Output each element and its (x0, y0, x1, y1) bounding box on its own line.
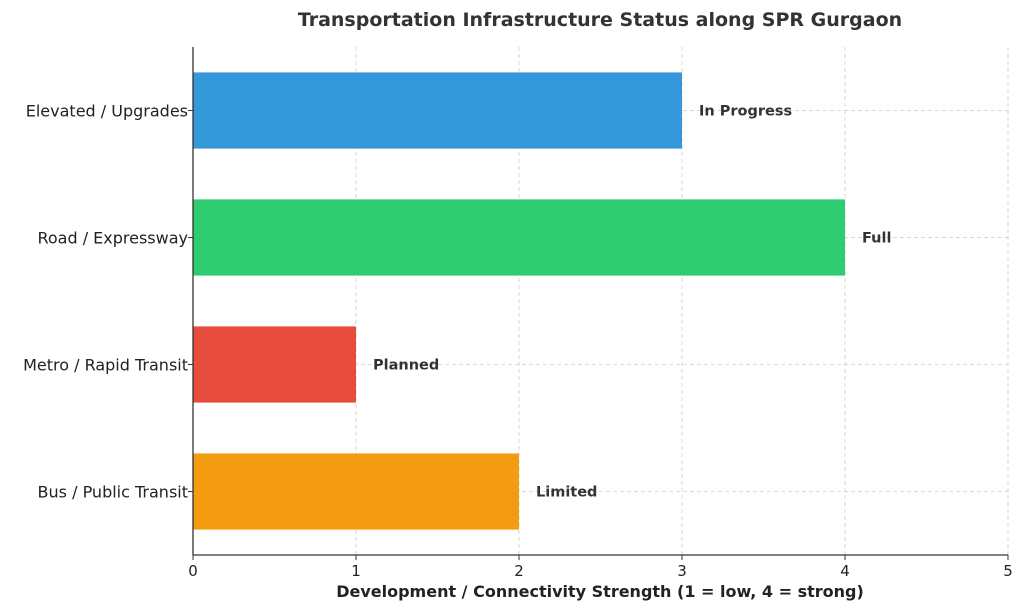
bar-label: Full (862, 231, 891, 247)
x-ticks: 0 1 2 3 4 5 (188, 555, 1013, 580)
x-tick-label: 5 (1003, 562, 1013, 580)
x-tick-label: 1 (351, 562, 361, 580)
axes (192, 47, 1008, 556)
y-tick-label: Metro / Rapid Transit (23, 356, 188, 375)
bars: Limited Planned Full In Progress (193, 72, 891, 530)
bar-bus-public-transit (193, 453, 519, 530)
x-tick-label: 3 (677, 562, 687, 580)
bar-road-expressway (193, 199, 845, 276)
bar-metro-rapid-transit (193, 326, 356, 403)
bar-elevated-upgrades (193, 72, 682, 149)
bar-label: Limited (536, 485, 597, 501)
x-tick-label: 2 (514, 562, 524, 580)
bar-label: In Progress (699, 104, 792, 120)
chart-title: Transportation Infrastructure Status alo… (298, 9, 902, 31)
x-tick-label: 4 (840, 562, 850, 580)
y-tick-label: Road / Expressway (37, 229, 188, 248)
y-tick-label: Bus / Public Transit (38, 483, 188, 502)
bar-label: Planned (373, 358, 439, 374)
x-axis-label: Development / Connectivity Strength (1 =… (336, 582, 864, 601)
y-ticks: Bus / Public Transit Metro / Rapid Transi… (23, 102, 193, 502)
x-tick-label: 0 (188, 562, 198, 580)
y-tick-label: Elevated / Upgrades (26, 102, 188, 121)
